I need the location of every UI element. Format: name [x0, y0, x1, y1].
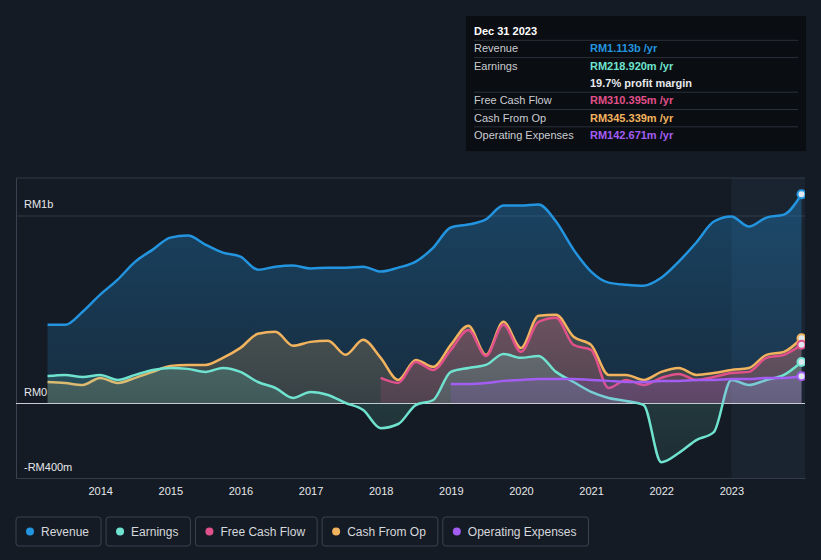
tooltip-value: RM345.339m /yr — [590, 112, 674, 124]
legend-box[interactable] — [106, 517, 190, 546]
tooltip-separator — [474, 40, 798, 41]
x-tick-label: 2016 — [229, 485, 253, 497]
plot-frame-top — [16, 178, 805, 179]
series-area — [48, 354, 802, 462]
tooltip-note: 19.7% profit margin — [590, 77, 692, 89]
series-area — [451, 376, 802, 403]
tooltip: Dec 31 2023 Revenue RM1.113b /yr Earnings RM… — [466, 16, 806, 151]
plot-area — [48, 190, 805, 462]
y-tick-label: RM1b — [24, 198, 53, 210]
tooltip-separator — [474, 57, 798, 58]
tooltip-separator — [474, 126, 798, 127]
tooltip-label: Earnings — [474, 60, 518, 72]
x-tick-label: 2022 — [649, 485, 673, 497]
series-line — [48, 354, 802, 462]
x-tick: 2021 — [579, 478, 603, 497]
x-tick: 2016 — [229, 478, 253, 497]
end-point — [797, 341, 805, 349]
legend-label: Free Cash Flow — [220, 525, 305, 539]
x-tick-label: 2021 — [579, 485, 603, 497]
x-tick-label: 2023 — [720, 485, 744, 497]
tooltip-separator — [474, 109, 798, 110]
end-point — [797, 358, 805, 366]
x-tick-label: 2019 — [439, 485, 463, 497]
x-tick: 2014 — [88, 478, 112, 497]
x-tick-label: 2018 — [369, 485, 393, 497]
x-tick-label: 2017 — [299, 485, 323, 497]
x-tick: 2019 — [439, 478, 463, 497]
x-tick-label: 2020 — [509, 485, 533, 497]
legend-box[interactable] — [16, 517, 101, 546]
tooltip-label: Revenue — [474, 42, 518, 54]
legend-item[interactable]: Cash From Op — [322, 517, 438, 546]
y-tick-label: RM0 — [24, 386, 47, 398]
x-tick: 2023 — [720, 478, 744, 497]
x-tick: 2022 — [649, 478, 673, 497]
tooltip-separator — [474, 92, 798, 93]
grid-line — [16, 478, 805, 479]
legend-swatch — [116, 528, 124, 536]
y-axis: -RM400m RM0 RM1b — [16, 179, 805, 479]
x-tick-label: 2015 — [159, 485, 183, 497]
legend-label: Earnings — [131, 525, 178, 539]
background — [0, 0, 821, 560]
y-tick-label: -RM400m — [24, 461, 72, 473]
tooltip-value: RM142.671m /yr — [590, 129, 674, 141]
tooltip-value: RM310.395m /yr — [590, 94, 674, 106]
legend-label: Revenue — [41, 525, 89, 539]
legend-swatch — [205, 528, 213, 536]
legend-label: Cash From Op — [347, 525, 426, 539]
x-axis: 2014 2015 2016 2017 2018 2019 2020 2021 2022 2023 — [17, 478, 806, 497]
legend-box[interactable] — [443, 517, 589, 546]
end-point — [797, 372, 805, 380]
x-tick-label: 2014 — [88, 485, 112, 497]
x-tick: 2015 — [159, 478, 183, 497]
tooltip-value: RM218.920m /yr — [590, 60, 674, 72]
legend-box[interactable] — [322, 517, 438, 546]
legend-swatch — [453, 528, 461, 536]
tooltip-label: Free Cash Flow — [474, 94, 552, 106]
legend-item[interactable]: Free Cash Flow — [195, 517, 317, 546]
tooltip-box — [466, 16, 806, 151]
series-line — [48, 194, 802, 324]
x-tick: 2017 — [299, 478, 323, 497]
grid-line — [16, 216, 805, 217]
legend: Revenue Earnings Free Cash Flow Cash From O… — [16, 517, 589, 546]
x-tick: 2018 — [369, 478, 393, 497]
x-axis-line — [17, 478, 806, 479]
y-tick: -RM400m — [16, 461, 805, 479]
legend-item[interactable]: Revenue — [16, 517, 101, 546]
series-line — [381, 318, 802, 388]
end-point — [797, 190, 805, 198]
y-tick: RM1b — [16, 198, 805, 216]
tooltip-label: Cash From Op — [474, 112, 546, 124]
chart: -RM400mRM0RM1b20142015201620172018201920… — [0, 0, 821, 560]
legend-label: Operating Expenses — [468, 525, 577, 539]
tooltip-label: Operating Expenses — [474, 129, 574, 141]
x-tick: 2020 — [509, 478, 533, 497]
series-line — [451, 376, 802, 384]
legend-item[interactable]: Operating Expenses — [443, 517, 589, 546]
legend-item[interactable]: Earnings — [106, 517, 190, 546]
tooltip-title: Dec 31 2023 — [474, 25, 537, 37]
legend-box[interactable] — [195, 517, 317, 546]
y-axis-line — [16, 179, 17, 479]
legend-swatch — [26, 528, 34, 536]
legend-swatch — [332, 528, 340, 536]
tooltip-value: RM1.113b /yr — [590, 42, 658, 54]
